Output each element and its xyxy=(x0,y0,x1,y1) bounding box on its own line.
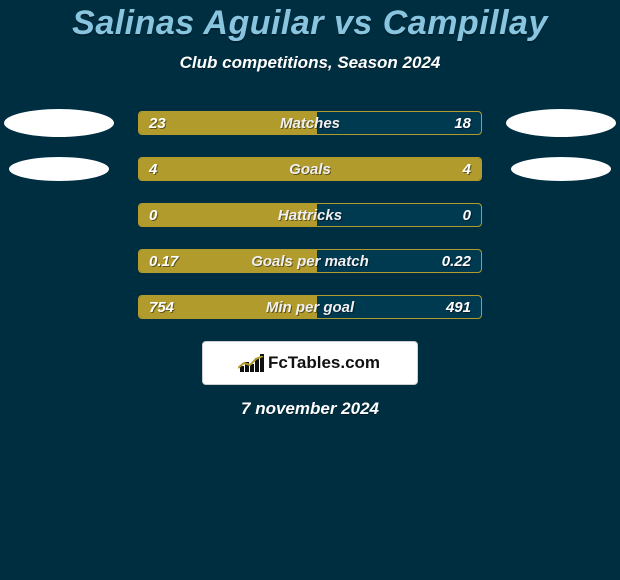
team-logo-right xyxy=(506,108,616,138)
stat-bar: 0.170.22Goals per match xyxy=(138,249,482,273)
stat-bar-fill-left xyxy=(139,250,317,272)
stat-bar-fill-left xyxy=(139,296,317,318)
stat-row: 00Hattricks xyxy=(0,203,620,227)
brand-text: FcTables.com xyxy=(268,353,380,373)
comparison-infographic: Salinas Aguilar vs Campillay Club compet… xyxy=(0,0,620,580)
stat-value-right: 18 xyxy=(454,112,471,134)
page-title: Salinas Aguilar vs Campillay xyxy=(0,4,620,43)
page-subtitle: Club competitions, Season 2024 xyxy=(0,53,620,73)
stat-value-right: 0.22 xyxy=(442,250,471,272)
stat-bar: 44Goals xyxy=(138,157,482,181)
brand-chart-icon xyxy=(240,354,262,372)
team-logo-left xyxy=(4,154,114,184)
stat-row: 0.170.22Goals per match xyxy=(0,249,620,273)
stat-rows: 2318Matches 44Goals 00Hattricks 0.170.22Goa… xyxy=(0,111,620,319)
stat-row: 754491Min per goal xyxy=(0,295,620,319)
ellipse-icon xyxy=(506,109,616,137)
stat-bar: 754491Min per goal xyxy=(138,295,482,319)
brand-badge: FcTables.com xyxy=(202,341,418,385)
stat-bar-fill-right xyxy=(317,158,481,180)
stat-bar: 00Hattricks xyxy=(138,203,482,227)
team-logo-right xyxy=(506,154,616,184)
ellipse-icon xyxy=(511,157,611,181)
ellipse-icon xyxy=(4,109,114,137)
stat-row: 44Goals xyxy=(0,157,620,181)
stat-bar: 2318Matches xyxy=(138,111,482,135)
date-label: 7 november 2024 xyxy=(0,399,620,419)
stat-value-right: 491 xyxy=(446,296,471,318)
stat-bar-fill-left xyxy=(139,158,317,180)
stat-bar-fill-left xyxy=(139,204,317,226)
stat-row: 2318Matches xyxy=(0,111,620,135)
team-logo-left xyxy=(4,108,114,138)
stat-value-right: 0 xyxy=(463,204,471,226)
stat-bar-fill-left xyxy=(139,112,317,134)
ellipse-icon xyxy=(9,157,109,181)
